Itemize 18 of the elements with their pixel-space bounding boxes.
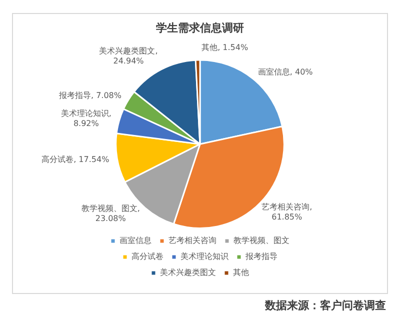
- source-note: 数据来源：客户问卷调查: [265, 298, 386, 313]
- legend-label: 其他: [233, 268, 249, 278]
- data-label: 报考指导, 7.08%: [58, 90, 122, 100]
- legend-label: 教学视频、图文: [234, 236, 290, 246]
- chart-title: 学生需求信息调研: [156, 21, 244, 34]
- data-label: 画室信息, 40%: [258, 67, 314, 76]
- data-label: 教学视频、图文, 23.08%: [81, 204, 140, 224]
- data-label: 其他, 1.54%: [202, 43, 248, 52]
- data-label: 高分试卷, 17.54%: [42, 154, 110, 164]
- data-label: 美术兴趣类图文, 24.94%: [99, 46, 158, 66]
- legend-label: 美术理论知识: [180, 252, 228, 262]
- data-label: 美术理论知识, 8.92%: [60, 108, 112, 128]
- legend-label: 画室信息: [120, 236, 152, 246]
- legend-label: 高分试卷: [132, 252, 164, 262]
- data-label: 艺考相关咨询, 61.85%: [262, 202, 312, 222]
- legend-label: 报考指导: [244, 252, 278, 262]
- legend-label: 艺考相关咨询: [168, 236, 216, 246]
- legend-label: 美术兴趣类图文: [160, 268, 216, 278]
